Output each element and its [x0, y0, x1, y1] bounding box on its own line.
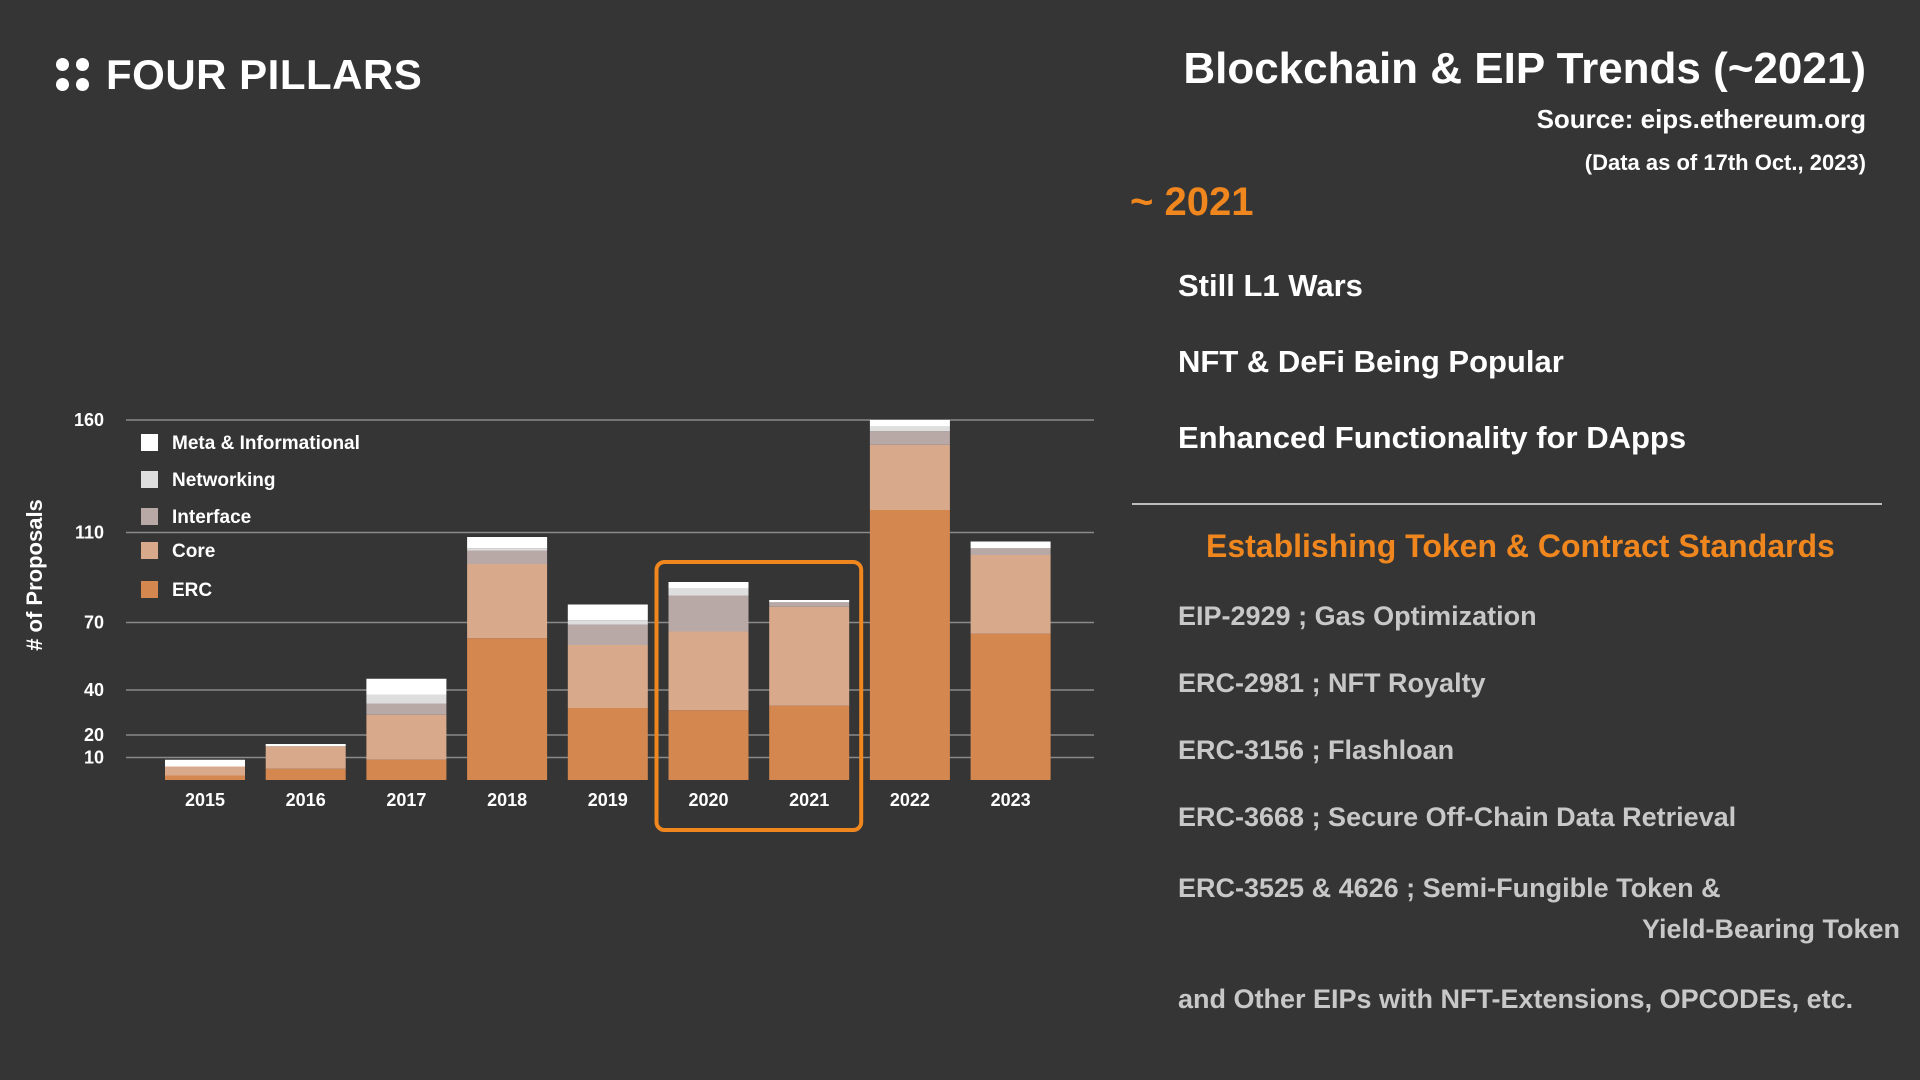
highlight-box: [654, 560, 864, 832]
legend-swatch: [141, 471, 158, 488]
bar-segment-interface-2022: [869, 431, 950, 445]
legend-label: Core: [172, 541, 215, 562]
bar-segment-core-2016: [265, 746, 346, 769]
bar-segment-erc-2022: [869, 510, 950, 780]
bar-segment-erc-2016: [265, 768, 346, 780]
bar-segment-core-2017: [366, 714, 447, 760]
bar-segment-networking-2022: [869, 426, 950, 432]
source-line: Source: eips.ethereum.org: [1536, 104, 1866, 134]
bar-segment-interface-2017: [366, 703, 447, 715]
y-axis-label: # of Proposals: [22, 499, 47, 651]
data-date: (Data as of 17th Oct., 2023): [1584, 150, 1866, 175]
bar-segment-erc-2015: [165, 775, 245, 780]
eip-stacked-bar-chart: 10 20 40 70 110 160 # of Proposals 2015 2016 2017…: [22, 410, 1094, 832]
bar-segment-meta-informational-2016: [265, 744, 346, 747]
x-tick-label: 2022: [890, 790, 930, 810]
bar-segment-networking-2018: [467, 548, 548, 551]
bar-segment-core-2020: [668, 631, 749, 711]
bar-segment-networking-2020: [668, 588, 749, 596]
bar-segment-core-2021: [769, 606, 850, 706]
x-tick-label: 2020: [688, 790, 728, 810]
bar-segment-erc-2021: [769, 705, 850, 780]
bar-segment-networking-2017: [366, 694, 447, 704]
bar-segment-meta-informational-2022: [869, 420, 950, 427]
bar-segment-erc-2017: [366, 759, 447, 780]
x-tick-label: 2021: [789, 790, 829, 810]
era-point: Enhanced Functionality for DApps: [1178, 420, 1687, 455]
bar-segment-core-2015: [165, 766, 245, 776]
four-dots-icon: [56, 58, 90, 92]
bar-segment-meta-informational-2019: [567, 604, 648, 621]
bar-segment-meta-informational-2020: [668, 582, 749, 589]
standards-heading: Establishing Token & Contract Standards: [1206, 528, 1835, 564]
legend-swatch: [141, 542, 158, 559]
brand-logo: FOUR PILLARS: [56, 50, 422, 100]
bar-segment-interface-2020: [668, 595, 749, 632]
bar-segment-interface-2023: [970, 548, 1051, 555]
x-tick-label: 2017: [386, 790, 426, 810]
bar-segment-erc-2018: [467, 638, 548, 780]
legend-label: ERC: [172, 580, 212, 601]
brand-name: FOUR PILLARS: [106, 51, 423, 98]
x-tick-label: 2016: [286, 790, 326, 810]
bar-segment-erc-2023: [970, 633, 1051, 780]
standard-item: EIP-2929 ; Gas Optimization: [1178, 601, 1537, 631]
bar-segment-meta-informational-2017: [366, 678, 447, 695]
bar-segment-erc-2019: [567, 708, 648, 780]
standard-item: ERC-3668 ; Secure Off-Chain Data Retriev…: [1178, 802, 1737, 832]
legend-label: Meta & Informational: [172, 433, 360, 454]
bar-segment-core-2022: [869, 444, 950, 510]
legend-label: Networking: [172, 470, 275, 491]
era-label: ~ 2021: [1130, 180, 1254, 224]
bar-segment-core-2019: [567, 645, 648, 708]
legend-swatch: [141, 434, 158, 451]
legend-swatch: [141, 581, 158, 598]
bar-segment-erc-2020: [668, 710, 749, 780]
y-tick-label: 110: [75, 523, 104, 543]
standard-item: ERC-2981 ; NFT Royalty: [1178, 668, 1486, 698]
bar-segment-meta-informational-2015: [165, 759, 245, 767]
era-point: NFT & DeFi Being Popular: [1178, 344, 1564, 379]
y-tick-label: 40: [84, 680, 104, 700]
era-points: Still L1 Wars NFT & DeFi Being Popular E…: [1178, 266, 1686, 494]
bar-segment-meta-informational-2021: [769, 600, 850, 603]
x-tick-label: 2015: [185, 790, 225, 810]
standards-footer: and Other EIPs with NFT-Extensions, OPCO…: [1178, 984, 1854, 1014]
section-divider: [1132, 503, 1882, 505]
bar-segment-core-2018: [467, 564, 548, 639]
standard-item: ERC-3525 & 4626 ; Semi-Fungible Token &: [1178, 873, 1721, 903]
y-tick-label: 70: [84, 613, 104, 633]
bar-segment-networking-2019: [567, 620, 648, 625]
era-point: Still L1 Wars: [1178, 268, 1363, 303]
bar-segment-core-2023: [970, 555, 1051, 634]
y-tick-label: 160: [74, 410, 104, 430]
x-tick-label: 2018: [487, 790, 527, 810]
bar-segment-meta-informational-2023: [970, 541, 1051, 549]
bar-segment-interface-2019: [567, 624, 648, 645]
y-tick-label: 20: [84, 725, 104, 745]
x-tick-label: 2019: [588, 790, 628, 810]
x-tick-label: 2023: [991, 790, 1031, 810]
standard-item-continuation: Yield-Bearing Token: [1641, 914, 1900, 944]
y-tick-label: 10: [84, 748, 104, 768]
legend-swatch: [141, 508, 158, 525]
legend-label: Interface: [172, 507, 251, 528]
bar-segment-interface-2021: [769, 602, 850, 607]
bar-segment-meta-informational-2018: [467, 537, 548, 549]
page-title: Blockchain & EIP Trends (~2021): [1183, 44, 1866, 93]
standard-item: ERC-3156 ; Flashloan: [1178, 735, 1455, 765]
bar-segment-interface-2018: [467, 550, 548, 564]
